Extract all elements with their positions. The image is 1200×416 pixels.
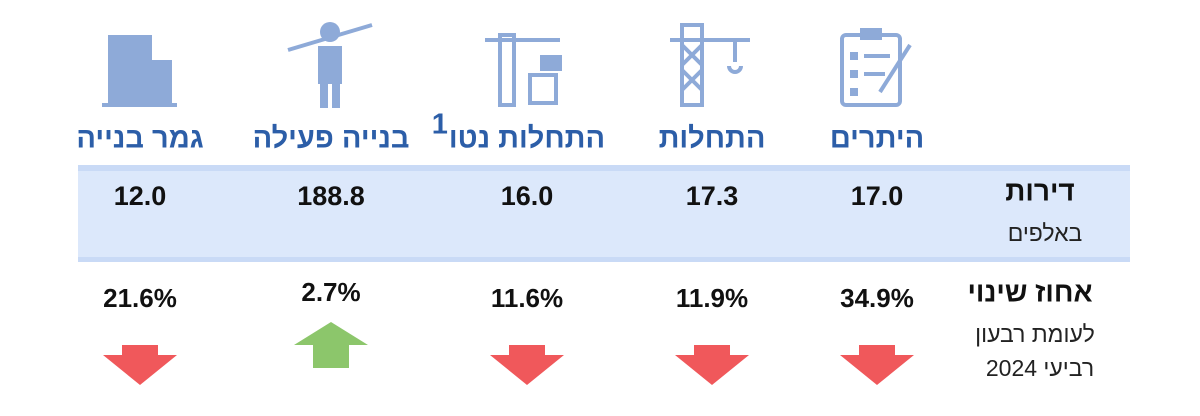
icon-building [102,35,177,107]
change-percent: 11.9% [676,283,748,313]
change-percent: 21.6% [103,283,177,313]
icon-permit [840,28,912,107]
icon-crane [670,23,750,107]
column-title: גמר בנייה [76,123,203,155]
column-title: בנייה פעילה [253,123,410,155]
units-subtitle: באלפים [1008,220,1083,246]
units-title: דירות [1005,175,1074,206]
value: 17.0 [851,181,904,211]
column-title: התחלות נטו [449,123,605,155]
column-title: התחלות [659,123,766,155]
arrow-down [490,345,564,385]
arrow-down [840,345,914,385]
change-subtitle: לעומת רבעון [975,321,1095,347]
change-period: רביעי 2024 [986,355,1094,381]
value: 16.0 [501,181,554,211]
icon-crane-building [485,33,562,107]
footnote-mark: 1 [432,109,448,141]
change-title: אחוז שינוי [967,276,1092,307]
change-percent: 34.9% [840,283,914,313]
arrow-up [294,322,368,368]
value: 12.0 [114,181,167,211]
band-edge [78,257,1130,262]
change-percent: 11.6% [491,283,563,313]
band-edge [78,165,1130,171]
icon-worker [287,22,373,108]
change-percent: 2.7% [301,277,360,307]
arrow-down [675,345,749,385]
value: 188.8 [297,181,365,211]
arrow-down [103,345,177,385]
value: 17.3 [686,181,739,211]
column-title: היתרים [830,123,924,155]
units-band [78,165,1130,262]
